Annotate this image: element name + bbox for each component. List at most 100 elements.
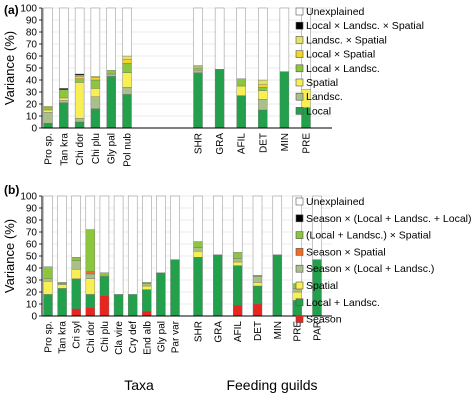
x-tick-label-pro-sp: Pro sp. (44, 321, 55, 353)
x-tick-label-tan-kra: Tan kra (59, 133, 70, 166)
bar-segment-unexplained (214, 7, 225, 70)
legend-swatch (295, 248, 304, 256)
bar-segment-unexplained (99, 195, 110, 274)
x-tick-label-cry-def: Cry def (128, 321, 139, 353)
x-tick-label-chi-plu: Chi plu (100, 321, 111, 352)
bar-segment-local-landsc (213, 254, 223, 317)
legend-label: (Local + Landsc.) × Spatial (306, 230, 431, 242)
bar-segment-local-landsc-spatial (99, 272, 110, 277)
bar-pro-sp (43, 195, 53, 317)
panel-b-y-tick-label: 80 (26, 216, 38, 227)
bar-segment-landsc (258, 98, 268, 111)
panel-a-x-ticks: Pro sp. Tan kra Chi dor Chi plu Gly pal Pol n… (44, 132, 313, 167)
bar-tan-kra (59, 7, 69, 129)
legend-label: Season × (Local + Landsc.) (306, 263, 434, 275)
bar-segment-local-landsc (106, 70, 116, 75)
bar-segment-local-landsc (85, 294, 96, 308)
bar-segment-local-landsc (43, 294, 53, 317)
bar-segment-season-local-landsc (252, 276, 263, 283)
x-tick-label-chi-dor: Chi dor (75, 132, 86, 165)
bar-segment-local-landsc (113, 294, 124, 317)
panel-b-group-label-feeding-guilds: Feeding guilds (226, 377, 317, 393)
bar-segment-landsc (43, 112, 53, 124)
bar-segment-local (59, 102, 69, 129)
panel-b: (b) Variance (%) 0102030405060708090100 … (2, 183, 471, 393)
legend-label: Local × Landsc. (306, 63, 380, 75)
bar-segment-spatial (74, 82, 85, 119)
x-tick-label-pro-sp: Pro sp. (44, 133, 55, 165)
legend-label: Local + Landsc. (306, 297, 380, 309)
bar-segment-spatial (43, 109, 53, 113)
bar-chi-plu (90, 7, 101, 129)
bar-min (272, 195, 283, 317)
legend-swatch (295, 7, 304, 16)
legend-item-local: Local (295, 105, 331, 117)
legend-item-local-landsc: Local × Landsc. (295, 63, 380, 75)
legend-item-season-local-landsc: Season × (Local + Landsc.) (295, 263, 434, 275)
bar-segment-unexplained (279, 7, 290, 72)
bar-segment-local-landsc-spatial (85, 229, 96, 272)
bar-segment-local-landsc (170, 259, 180, 317)
panel-b-y-tick-label: 10 (26, 300, 38, 311)
legend-item-season-spatial: Season × Spatial (295, 246, 386, 258)
bar-segment-local-landsc (74, 78, 85, 83)
bar-gra (214, 7, 225, 129)
bar-segment-local-landsc (43, 107, 53, 111)
legend-item-season-local-landsc-local: Season × (Local + Landsc. + Local) (295, 213, 471, 225)
panel-b-gridlines (42, 195, 332, 317)
panel-a-y-tick-label: 50 (26, 64, 38, 75)
legend-label: Spatial (306, 280, 338, 292)
bar-segment-local-landsc-spatial (43, 266, 53, 279)
panel-a-y-tick-label: 60 (26, 52, 38, 63)
bar-gly-pal (106, 7, 116, 129)
x-tick-label-afil: AFIL (237, 133, 248, 155)
bar-segment-spatial (71, 269, 81, 280)
bar-segment-spatial (236, 85, 246, 96)
bar-segment-landsc-spatial (122, 55, 132, 60)
x-tick-label-shr: SHR (194, 133, 205, 154)
bar-segment-season-local-landsc (43, 278, 53, 282)
x-tick-label-gra: GRA (215, 133, 226, 155)
bar-segment-spatial (122, 72, 132, 88)
legend-swatch (295, 107, 304, 115)
bar-segment-local (90, 108, 101, 129)
bar-segment-landsc (193, 70, 203, 74)
bar-segment-season-local-landsc (71, 260, 81, 270)
panel-b-group-label-taxa: Taxa (124, 377, 154, 393)
legend-item-spatial: Spatial (295, 77, 338, 89)
bar-segment-spatial (90, 88, 101, 98)
bar-segment-season (252, 303, 263, 317)
bar-segment-local-landsc (156, 272, 166, 317)
bar-segment-local-landsc (122, 63, 132, 74)
x-tick-label-chi-plu: Chi plu (91, 133, 102, 164)
bar-segment-local-landsc (258, 86, 268, 91)
bar-segment-unexplained (113, 195, 124, 295)
bar-chi-dor (74, 7, 85, 129)
legend-label: Spatial (306, 77, 338, 89)
bar-segment-local (122, 94, 132, 129)
bar-shr (193, 195, 203, 317)
bar-cla-vire (113, 195, 124, 317)
bar-segment-unexplained (193, 195, 203, 242)
legend-swatch (295, 298, 304, 307)
bar-segment-local-landsc-spatial (71, 257, 81, 262)
bar-segment-spatial (85, 278, 96, 295)
panel-b-y-tick-label: 40 (26, 264, 38, 275)
legend-item-landsc-spatial: Landsc. × Spatial (295, 34, 387, 46)
bar-segment-unexplained (74, 7, 85, 75)
bar-segment-unexplained (258, 7, 268, 81)
legend-swatch (295, 315, 304, 323)
x-tick-label-shr: SHR (194, 321, 205, 342)
legend-swatch (295, 21, 304, 30)
legend-swatch (295, 197, 304, 206)
x-tick-label-chi-dor: Chi dor (86, 320, 97, 353)
legend-item-unexplained: Unexplained (295, 196, 365, 208)
bar-segment-local-spatial (122, 59, 132, 64)
bar-segment-unexplained (312, 195, 322, 260)
panel-a-legend: Unexplained Local × Landsc. × Spatial Land… (295, 6, 424, 117)
x-tick-label-min: MIN (280, 133, 291, 151)
bar-segment-local (214, 68, 225, 129)
legend-swatch (295, 78, 304, 87)
